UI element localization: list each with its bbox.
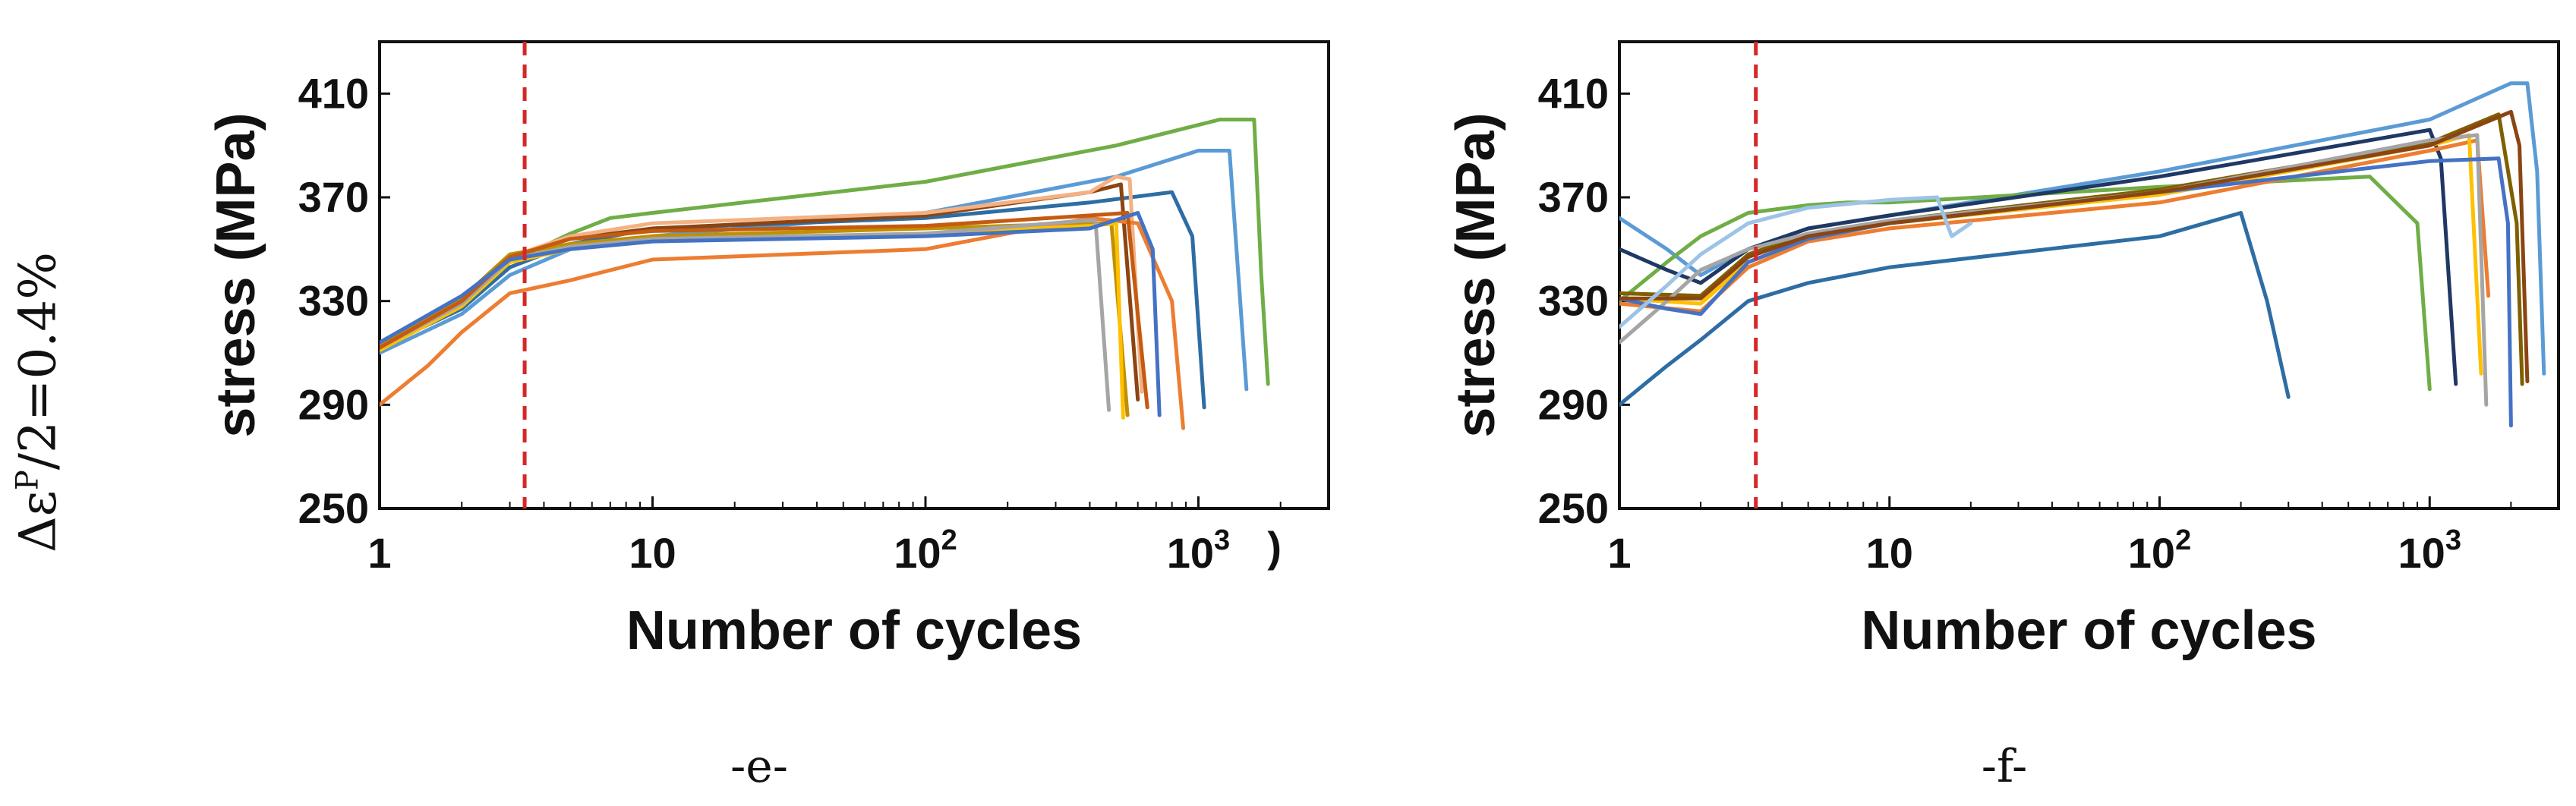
y-tick-label: 290: [298, 380, 369, 428]
chart-panel-f: 250 290 330 370 410 1 10 102 103 Number of cycles…: [1446, 40, 2560, 793]
series-line-s1: [1619, 211, 2291, 407]
x-axis-title: Number of cycles: [626, 600, 1082, 661]
stray-mark: ): [1267, 523, 1282, 571]
series-line-s2: [1619, 81, 2546, 376]
x-tick-exponent: 2: [941, 524, 957, 556]
x-tick-label: 1: [367, 529, 391, 577]
series-group: [380, 118, 1270, 430]
series-line-s11: [380, 211, 1162, 417]
x-tick-label: 102: [894, 524, 957, 577]
y-axis-title: stress (MPa): [206, 112, 266, 437]
x-tick-label: 103: [1167, 524, 1230, 577]
y-tick-label: 410: [298, 69, 369, 117]
panel-label: -f-: [1982, 740, 2028, 793]
x-tick-label: 10: [1866, 529, 1913, 577]
panel-label: -e-: [730, 740, 788, 793]
y-tick-label: 330: [298, 277, 369, 325]
x-tick-label: 10: [629, 529, 676, 577]
series-line-s7: [380, 216, 1185, 430]
series-group: [1619, 81, 2546, 428]
series-line-s10: [1619, 109, 2530, 384]
series-line-s10: [380, 211, 1149, 410]
x-tick-exponent: 3: [1214, 524, 1230, 556]
y-axis-title: stress (MPa): [1446, 112, 1506, 437]
series-line-s9: [1619, 156, 2513, 428]
x-tick-exponent: 2: [2175, 524, 2191, 556]
x-tick-label: 102: [2128, 524, 2191, 577]
y-tick-label: 410: [1538, 69, 1609, 117]
plot-frame: [378, 40, 1330, 510]
series-line-s6: [1619, 138, 2491, 313]
y-tick-label: 290: [1538, 380, 1609, 428]
x-tick-exponent: 3: [2445, 524, 2461, 556]
y-tick-label: 330: [1538, 277, 1609, 325]
series-line-s4: [380, 182, 1140, 401]
y-tick-label: 250: [1538, 484, 1609, 532]
y-tick-label: 370: [298, 173, 369, 221]
y-tick-label: 370: [1538, 173, 1609, 221]
y-tick-label: 250: [298, 484, 369, 532]
x-tick-label: 103: [2398, 524, 2461, 577]
series-line-s8: [380, 221, 1125, 420]
series-line-s6: [380, 221, 1130, 417]
series-line-s11: [1619, 195, 1973, 329]
series-line-s9: [380, 219, 1111, 412]
plot-frame: [1618, 40, 2560, 510]
x-axis-title: Number of cycles: [1861, 600, 2316, 661]
x-tick-label: 1: [1607, 529, 1631, 577]
chart-panel-e: 250 290 330 370 410 1 10 102 103 Number of cycles…: [206, 40, 1330, 793]
